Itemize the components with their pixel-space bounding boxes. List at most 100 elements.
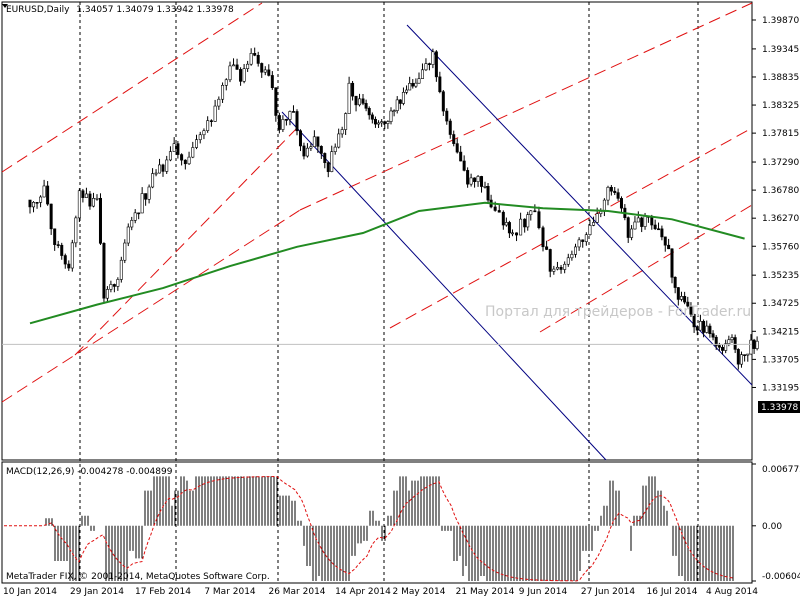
main-price-pane[interactable] (1, 1, 753, 461)
candle-body (476, 176, 480, 182)
price-tick-label: 1.38835 (762, 73, 799, 83)
candle-body (263, 69, 267, 73)
candle-body (298, 130, 302, 147)
current-price-label: 1.33978 (761, 403, 798, 413)
candle-body (717, 345, 721, 348)
time-tick-label: 29 Jan 2014 (70, 587, 124, 597)
macd-tick-label: 0.00 (762, 522, 782, 532)
candle-body (529, 210, 533, 215)
candle-body (548, 249, 552, 272)
candle-body (408, 82, 412, 91)
candle-body (636, 217, 640, 223)
candle-body (566, 257, 570, 265)
candle-body (56, 244, 60, 246)
candle-body (581, 239, 585, 242)
candle-body (660, 228, 664, 238)
candle-body (424, 63, 428, 71)
candle-body (380, 121, 384, 124)
candle-body (469, 177, 473, 185)
red-channel-line (389, 127, 753, 329)
price-tick-label: 1.34725 (762, 299, 799, 309)
candle-body (206, 120, 210, 131)
candle-body (202, 130, 206, 136)
candle-body (609, 186, 613, 192)
candle-body (340, 129, 344, 135)
candle-body (559, 266, 563, 270)
candle-body (640, 217, 644, 227)
candle-body (398, 99, 402, 104)
header-ohlc: 1.34057 1.34079 1.33942 1.33978 (76, 5, 234, 15)
candle-body (187, 156, 191, 165)
candle-body (695, 326, 699, 331)
red-channel-line (1, 2, 263, 173)
candle-body (698, 321, 702, 331)
candle-body (137, 212, 141, 215)
candle-body (367, 108, 371, 116)
candle-body (752, 339, 756, 349)
candle-body (721, 346, 725, 351)
candle-body (337, 133, 341, 148)
time-tick-label: 14 Apr 2014 (335, 587, 391, 597)
candle-body (309, 146, 313, 149)
candle-body (330, 151, 334, 172)
candle-body (140, 193, 144, 214)
copyright-text: MetaTrader FIX, © 2001-2014, MetaQuotes … (6, 572, 270, 582)
candle-body (347, 82, 351, 114)
candle-body (123, 242, 127, 261)
candle-body (383, 121, 387, 124)
candle-body (209, 120, 213, 122)
candle-body (643, 216, 647, 227)
candle-body (253, 53, 257, 56)
price-tick-label: 1.39345 (762, 45, 799, 55)
candle-body (663, 236, 667, 246)
candle-body (109, 284, 113, 290)
time-axis: 10 Jan 2014 29 Jan 2014 17 Feb 2014 7 Mar 2… (3, 587, 758, 597)
candle-body (417, 78, 421, 84)
header-symbol: EURUSD,Daily (6, 5, 70, 15)
candle-body (727, 339, 731, 344)
candle-body (714, 336, 718, 346)
candle-body (411, 82, 415, 87)
price-tick-label: 1.36780 (762, 186, 799, 196)
candle-body (501, 211, 505, 226)
candle-body (739, 354, 743, 365)
candle-body (405, 89, 409, 93)
candle-body (284, 119, 288, 121)
candle-body (102, 243, 106, 299)
candle-body (77, 190, 81, 219)
candle-body (414, 82, 418, 87)
candle-body (613, 190, 617, 193)
candle-body (389, 110, 393, 122)
candle-body (733, 337, 737, 350)
price-tick-label: 1.38325 (762, 101, 799, 111)
candle-body (724, 343, 728, 351)
chart-dropdown-icon[interactable] (2, 4, 8, 8)
candle-body (249, 53, 253, 65)
candle-body (466, 170, 470, 185)
candle-body (217, 98, 221, 107)
current-price-tag (758, 401, 800, 413)
candle-body (504, 222, 508, 226)
candle-body (46, 185, 50, 205)
candle-body (53, 228, 57, 245)
candle-body (63, 255, 67, 265)
candle-body (427, 63, 431, 65)
candle-body (523, 218, 527, 228)
price-tick-label: 1.39870 (762, 16, 799, 26)
candle-body (573, 246, 577, 255)
candle-body (708, 325, 712, 334)
candle-body (537, 211, 541, 229)
candle-body (158, 164, 162, 174)
candle-body (281, 119, 285, 130)
candle-body (361, 98, 365, 104)
candle-body (515, 232, 519, 236)
macd-pane[interactable] (1, 461, 753, 584)
candle-body (493, 206, 497, 211)
candle-body (126, 226, 130, 244)
candle-body (743, 354, 747, 356)
candle-body (260, 63, 264, 73)
time-tick-label: 21 May 2014 (456, 587, 515, 597)
candle-body (172, 143, 176, 152)
candle-body (533, 210, 537, 213)
candle-body (577, 239, 581, 248)
